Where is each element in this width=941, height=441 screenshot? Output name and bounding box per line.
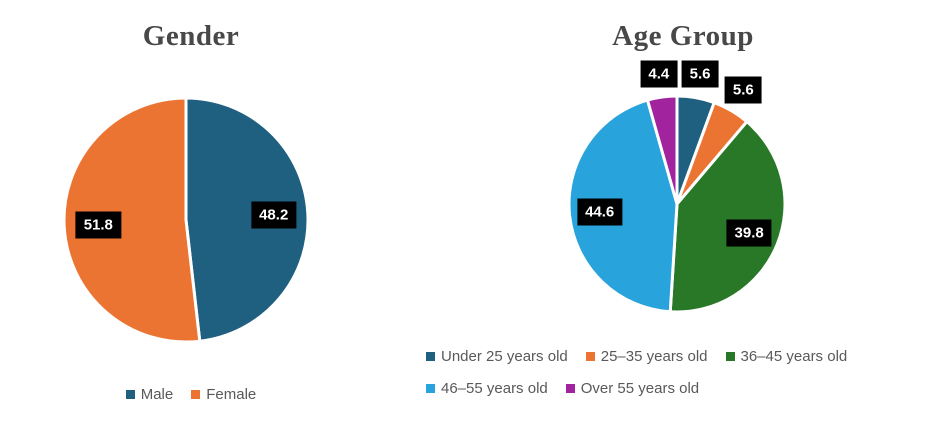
gender-pie: 48.2 51.8 (61, 95, 311, 345)
pie-data-label: 39.8 (726, 219, 772, 247)
legend-item: 25–35 years old (585, 348, 708, 365)
legend-item: Under 25 years old (426, 348, 568, 365)
legend-label: 36–45 years old (740, 348, 848, 365)
legend-label: Female (206, 386, 257, 403)
pie-data-label: 4.4 (640, 60, 678, 87)
pie-slice (646, 94, 679, 206)
pie-slice (668, 120, 787, 314)
legend-swatch-icon (426, 352, 435, 361)
pie-slice (567, 98, 679, 314)
age-group-legend: Under 25 years old 25–35 years old 36–45 y… (426, 348, 931, 397)
legend-swatch-icon (585, 352, 595, 361)
legend-item: 46–55 years old (426, 380, 548, 397)
legend-swatch-icon (191, 390, 201, 399)
legend-item: Female (191, 386, 256, 403)
legend-label: Male (140, 386, 174, 403)
pie-data-label: 44.6 (577, 198, 623, 226)
pie-slice (62, 96, 202, 344)
legend-swatch-icon (565, 384, 575, 393)
legend-label: 25–35 years old (600, 348, 708, 365)
legend-item: Male (125, 386, 174, 403)
age-group-chart-title: Age Group (612, 20, 754, 52)
pie-slice (184, 96, 310, 343)
legend-label: 46–55 years old (441, 380, 548, 397)
legend-item: 36–45 years old (725, 348, 848, 365)
pie-data-label: 48.2 (251, 201, 297, 229)
pie-data-label: 51.8 (75, 211, 121, 239)
age-group-pie: 5.6 5.6 39.8 44.6 4.4 (566, 60, 788, 315)
legend-swatch-icon (725, 352, 735, 361)
gender-legend: Male Female (41, 386, 341, 403)
legend-swatch-icon (125, 390, 135, 399)
legend-label: Under 25 years old (441, 348, 568, 365)
legend-item: Over 55 years old (565, 380, 700, 397)
legend-swatch-icon (426, 384, 435, 393)
pie-data-label: 5.6 (724, 76, 762, 104)
pie-data-label: 5.6 (681, 60, 719, 88)
legend-label: Over 55 years old (580, 380, 700, 397)
gender-chart-title: Gender (142, 20, 240, 52)
